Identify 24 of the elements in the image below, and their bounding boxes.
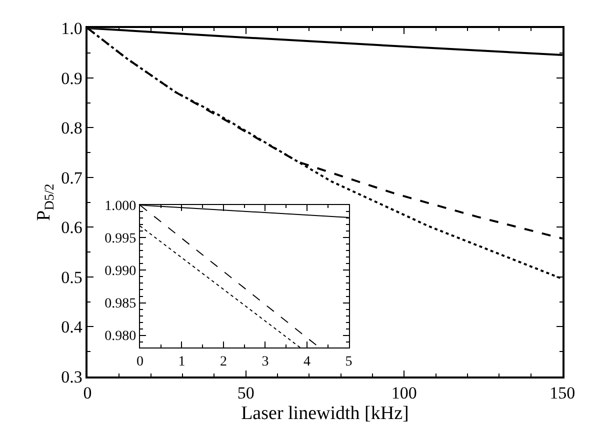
y-tick-label: 1.0 [61,19,82,38]
x-axis-title: Laser linewidth [kHz] [241,402,409,424]
y-tick-label: 1.000 [104,199,136,214]
x-tick-label: 3 [262,354,269,370]
x-tick-label: 100 [391,384,417,403]
y-tick-label: 0.5 [61,268,82,287]
y-tick-label: 0.4 [61,318,83,337]
x-tick-label: 4 [304,354,311,370]
x-tick-label: 2 [220,354,227,370]
x-tick-label: 0 [83,384,92,403]
y-tick-label: 0.3 [61,367,82,386]
y-tick-label: 0.995 [104,232,136,247]
y-tick-label: 0.6 [61,218,82,238]
y-tick-label: 0.8 [61,118,82,138]
y-tick-label: 0.990 [104,264,136,280]
y-tick-label: 0.985 [104,296,136,312]
x-tick-label: 50 [237,384,254,403]
x-tick-label: 1 [178,354,186,370]
x-tick-label: 5 [345,354,352,370]
y-tick-label: 0.9 [61,68,82,88]
y-tick-label: 0.7 [61,168,83,188]
x-tick-label: 0 [136,354,144,370]
x-tick-label: 150 [550,384,576,403]
y-tick-label: 0.980 [104,329,136,344]
